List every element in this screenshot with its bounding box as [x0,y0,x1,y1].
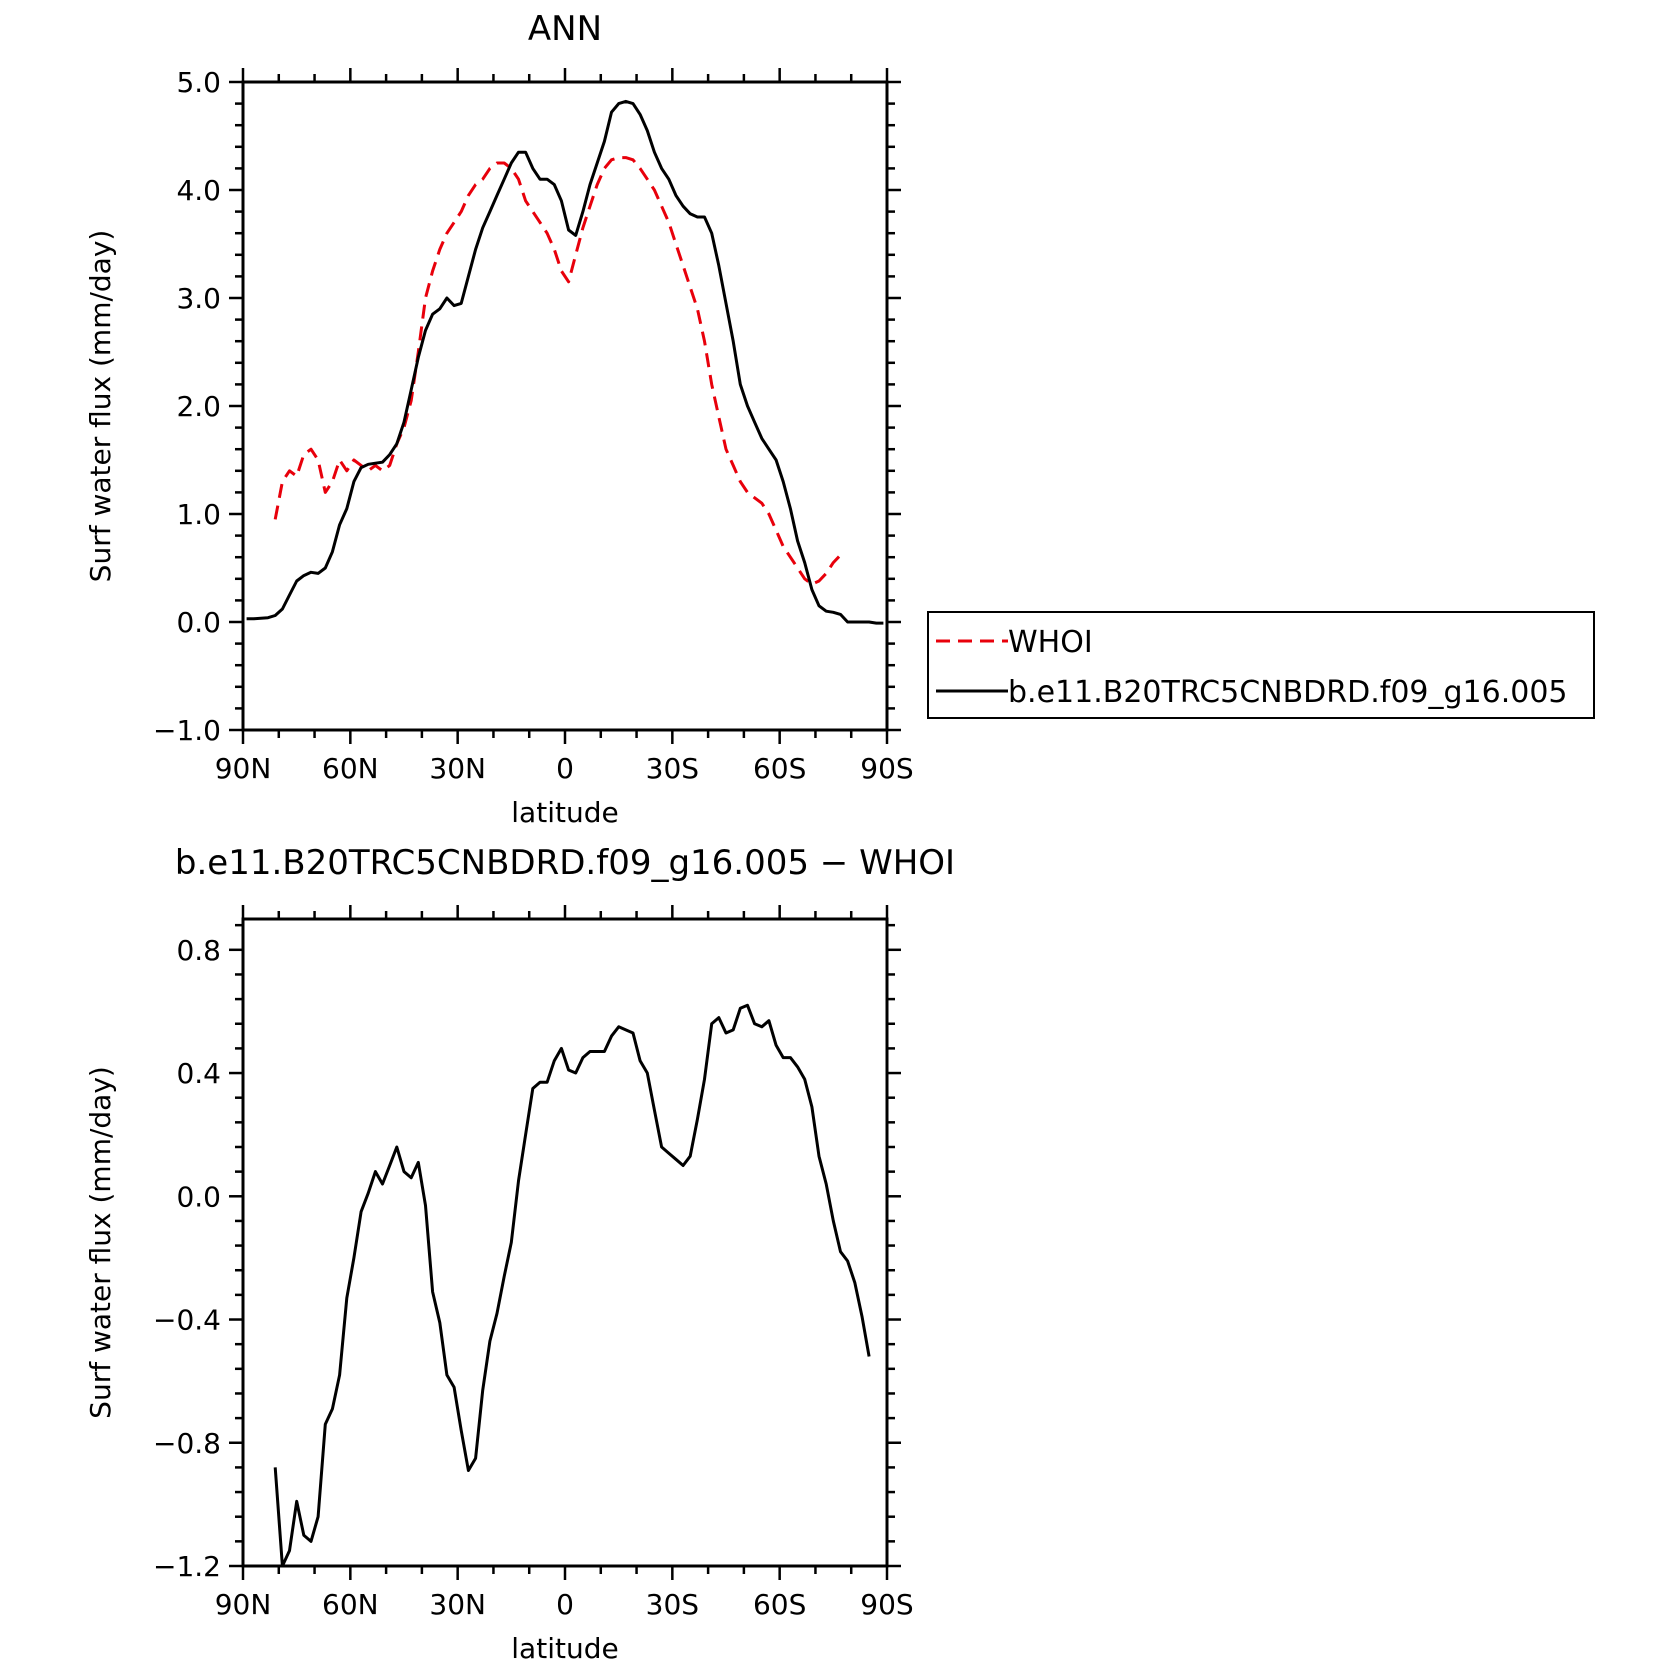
x-tick-label: 30S [646,752,699,785]
y-tick-label: 1.0 [176,498,221,531]
x-tick-label: 60S [753,1588,806,1621]
y-tick-label: 2.0 [176,390,221,423]
y-tick-label: 3.0 [176,282,221,315]
y-tick-label: 0.4 [176,1057,221,1090]
y-tick-label: 0.0 [176,606,221,639]
chart-title: ANN [528,9,602,49]
top-panel-ann: ANN 90N 60N 30N 0 30S 60S 90S 5.0 4.0 3.0 2.0 1.0 0.0… [84,9,914,829]
x-tick-label: 0 [556,752,574,785]
legend-label: b.e11.B20TRC5CNBDRD.f09_g16.005 [1008,675,1568,710]
x-tick-label: 90N [215,1588,272,1621]
series-line-0 [273,1003,871,1568]
y-tick-label: −1.2 [153,1550,221,1583]
x-tick-label: 90S [860,752,913,785]
x-tick-label: 0 [556,1588,574,1621]
legend-box [927,611,1595,719]
x-tick-label: 30N [429,1588,486,1621]
legend-label: WHOI [1008,625,1093,660]
y-tick-label: −1.0 [153,714,221,747]
y-axis-label: Surf water flux (mm/day) [84,1066,117,1419]
legend: WHOI b.e11.B20TRC5CNBDRD.f09_g16.005 [927,611,1595,719]
y-axis-label: Surf water flux (mm/day) [84,230,117,583]
chart-title: b.e11.B20TRC5CNBDRD.f09_g16.005 − WHOI [175,843,955,883]
x-tick-label: 90S [860,1588,913,1621]
y-tick-label: 5.0 [176,66,221,99]
y-tick-label: 4.0 [176,174,221,207]
y-tick-label: −0.4 [153,1304,221,1337]
x-tick-label: 60N [322,752,379,785]
y-tick-label: 0.0 [176,1180,221,1213]
y-tick-label: 0.8 [176,934,221,967]
series-line-1 [246,99,884,625]
series-line-0 [273,156,842,586]
x-tick-label: 60S [753,752,806,785]
x-tick-label: 30S [646,1588,699,1621]
y-tick-label: −0.8 [153,1427,221,1460]
x-tick-label: 60N [322,1588,379,1621]
x-axis-label: latitude [511,796,618,829]
x-tick-label: 30N [429,752,486,785]
plot-frame [241,80,889,732]
bottom-panel-difference: b.e11.B20TRC5CNBDRD.f09_g16.005 − WHOI 90… [84,843,955,1665]
x-axis-label: latitude [511,1632,618,1665]
plot-frame [241,917,889,1568]
x-tick-label: 90N [215,752,272,785]
